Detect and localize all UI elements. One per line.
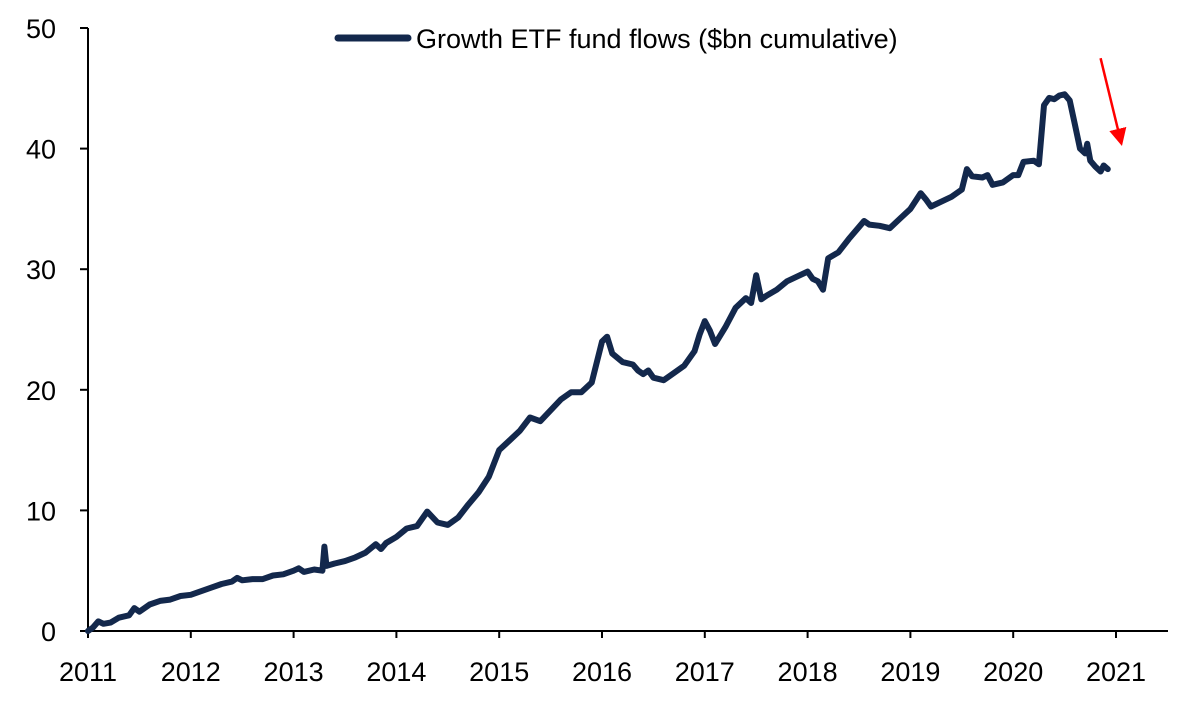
x-tick-label: 2021 [1086,657,1146,687]
x-tick-label: 2015 [469,657,529,687]
y-tick-label: 0 [41,617,56,647]
y-tick-label: 20 [26,376,56,406]
y-tick-label: 30 [26,255,56,285]
x-axis-ticks: 2011 2012 2013 2014 2015 2016 2017 2018 2019 2020… [59,631,1146,687]
x-tick-label: 2020 [983,657,1043,687]
decline-arrow [1099,57,1127,146]
legend: Growth ETF fund flows ($bn cumulative) [334,24,898,54]
x-tick-label: 2018 [778,657,838,687]
x-tick-label: 2011 [59,657,117,687]
x-tick-label: 2014 [366,657,426,687]
y-tick-label: 10 [26,496,56,526]
x-tick-label: 2013 [264,657,324,687]
y-axis-ticks: 0 10 20 30 40 50 [26,14,88,647]
y-tick-label: 50 [26,14,56,44]
x-tick-label: 2016 [572,657,632,687]
y-tick-label: 40 [26,135,56,165]
legend-label: Growth ETF fund flows ($bn cumulative) [416,24,898,54]
x-tick-label: 2019 [880,657,940,687]
series-layer [85,91,1111,634]
x-tick-label: 2017 [675,657,735,687]
x-tick-label: 2012 [161,657,221,687]
series-line [85,91,1111,634]
